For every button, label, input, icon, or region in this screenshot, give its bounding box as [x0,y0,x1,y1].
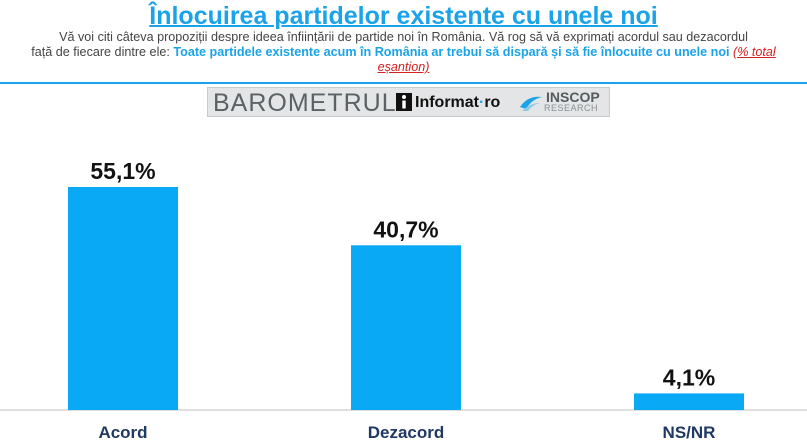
intro-line-1: Vă voi citi câteva propoziții despre ide… [59,30,748,44]
bar-dezacord [351,245,461,410]
informat-i-icon [396,93,412,111]
chart-subtitle: Vă voi citi câteva propoziții despre ide… [20,30,787,75]
category-label: NS/NR [663,423,716,442]
survey-question: Toate partidele existente acum în Români… [173,45,730,59]
chart-title: Înlocuirea partidelor existente cu unele… [149,2,658,30]
sample-note: (% total eșantion) [377,45,776,74]
banner-informat-logo: Informat·ro [415,94,501,111]
intro-line-2-prefix: față de fiecare dintre ele: [31,45,174,59]
banner-research-text: RESEARCH [544,103,599,113]
category-label: Dezacord [368,423,445,442]
header-divider [0,82,807,84]
data-label: 4,1% [663,364,715,390]
data-label: 40,7% [373,216,438,242]
barometer-banner: BAROMETRUL Informat·ro INSCOP RESEARCH [207,87,610,117]
bar-acord [68,187,178,410]
banner-barometer-text: BAROMETRUL [213,89,397,117]
bar-nsnr [634,393,744,410]
banner-inscop-logo: INSCOP [546,89,600,105]
data-label: 55,1% [90,158,155,184]
category-label: Acord [98,423,147,442]
inscop-swoosh-icon [520,96,542,111]
